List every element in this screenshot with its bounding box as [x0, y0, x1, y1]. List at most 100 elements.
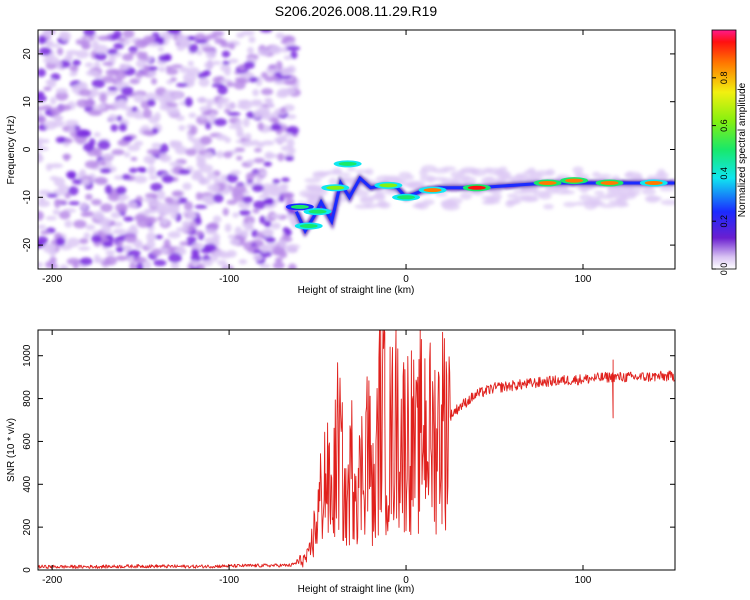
noise-blob — [79, 257, 93, 266]
noise-blob — [232, 192, 245, 202]
noise-blob — [188, 112, 197, 118]
noise-blob — [196, 49, 203, 56]
noise-blob — [198, 77, 210, 88]
noise-blob — [194, 204, 208, 209]
noise-blob — [112, 228, 127, 235]
noise-blob — [245, 172, 255, 181]
noise-blob — [115, 71, 127, 80]
noise-blob — [263, 220, 272, 228]
noise-blob — [203, 243, 217, 252]
noise-blob — [211, 83, 224, 88]
noise-blob — [236, 103, 247, 109]
noise-blob — [151, 248, 163, 257]
noise-blob — [224, 136, 232, 144]
noise-blob — [84, 160, 99, 169]
noise-blob — [285, 198, 295, 206]
noise-blob — [246, 221, 254, 230]
noise-blob — [209, 112, 217, 119]
halo-blob — [483, 176, 496, 183]
x-tick-label: 100 — [575, 274, 592, 285]
noise-blob — [84, 193, 93, 201]
noise-blob — [117, 196, 126, 202]
noise-blob — [146, 148, 161, 155]
noise-blob — [177, 197, 188, 204]
halo-blob — [365, 168, 374, 176]
noise-blob — [157, 46, 164, 52]
noise-blob — [165, 68, 179, 75]
noise-blob — [148, 175, 158, 180]
noise-blob — [97, 103, 106, 110]
noise-blob — [275, 32, 285, 39]
noise-blob — [122, 135, 134, 142]
halo-blob — [593, 190, 605, 196]
noise-blob — [179, 66, 190, 74]
noise-blob — [195, 217, 202, 226]
halo-blob — [359, 196, 375, 205]
x-tick-label: -200 — [42, 575, 62, 586]
noise-blob — [182, 182, 192, 191]
noise-blob — [149, 202, 160, 208]
noise-blob — [281, 192, 295, 199]
noise-blob — [263, 229, 273, 238]
noise-blob — [253, 200, 267, 210]
noise-blob — [264, 75, 277, 82]
noise-blob — [79, 238, 89, 245]
noise-blob — [100, 217, 112, 227]
noise-blob — [93, 254, 101, 264]
noise-blob — [81, 178, 91, 186]
noise-blob — [282, 132, 293, 138]
noise-blob — [181, 220, 192, 228]
y-tick-label: 0 — [22, 146, 33, 152]
halo-blob — [599, 203, 617, 208]
noise-blob — [133, 256, 148, 264]
noise-blob — [116, 186, 127, 195]
noise-blob — [186, 236, 197, 243]
noise-blob — [178, 169, 191, 175]
noise-blob — [80, 211, 90, 217]
noise-blob — [159, 104, 170, 111]
noise-blob — [64, 138, 74, 144]
noise-blob — [122, 30, 135, 39]
noise-blob — [71, 84, 79, 94]
noise-blob — [100, 203, 113, 213]
noise-blob — [146, 71, 157, 77]
noise-blob — [68, 124, 76, 133]
noise-blob — [227, 234, 236, 239]
y-tick-label: 10 — [22, 96, 33, 108]
noise-blob — [90, 87, 99, 97]
halo-blob — [398, 171, 412, 178]
noise-blob — [244, 132, 252, 141]
noise-blob — [46, 193, 59, 198]
noise-blob — [278, 239, 287, 248]
noise-blob — [232, 184, 247, 194]
noise-blob — [127, 201, 138, 209]
noise-blob — [175, 115, 185, 121]
halo-blob — [470, 168, 488, 177]
noise-blob — [86, 98, 95, 108]
noise-blob — [53, 177, 66, 187]
noise-blob — [198, 177, 211, 185]
noise-blob — [280, 145, 294, 152]
noise-blob — [286, 125, 299, 135]
noise-blob — [285, 244, 297, 253]
colorbar: 0.0 0.2 0.4 0.6 0.8 Normalized spectral ampl… — [711, 29, 748, 275]
noise-blob — [117, 99, 128, 108]
noise-blob — [161, 174, 175, 184]
noise-blob — [64, 220, 73, 228]
noise-blob — [123, 216, 134, 222]
noise-blob — [116, 240, 124, 247]
noise-blob — [272, 118, 280, 126]
noise-blob — [49, 96, 57, 105]
noise-blob — [285, 155, 295, 162]
noise-blob — [138, 167, 147, 173]
noise-blob — [252, 254, 264, 261]
noise-blob — [236, 155, 243, 161]
noise-blob — [214, 250, 227, 257]
carrier-peak — [397, 195, 416, 200]
noise-blob — [38, 68, 46, 77]
halo-blob — [614, 185, 633, 191]
noise-blob — [80, 39, 90, 49]
noise-blob — [251, 184, 264, 192]
noise-blob — [282, 227, 290, 233]
noise-blob — [91, 78, 106, 89]
